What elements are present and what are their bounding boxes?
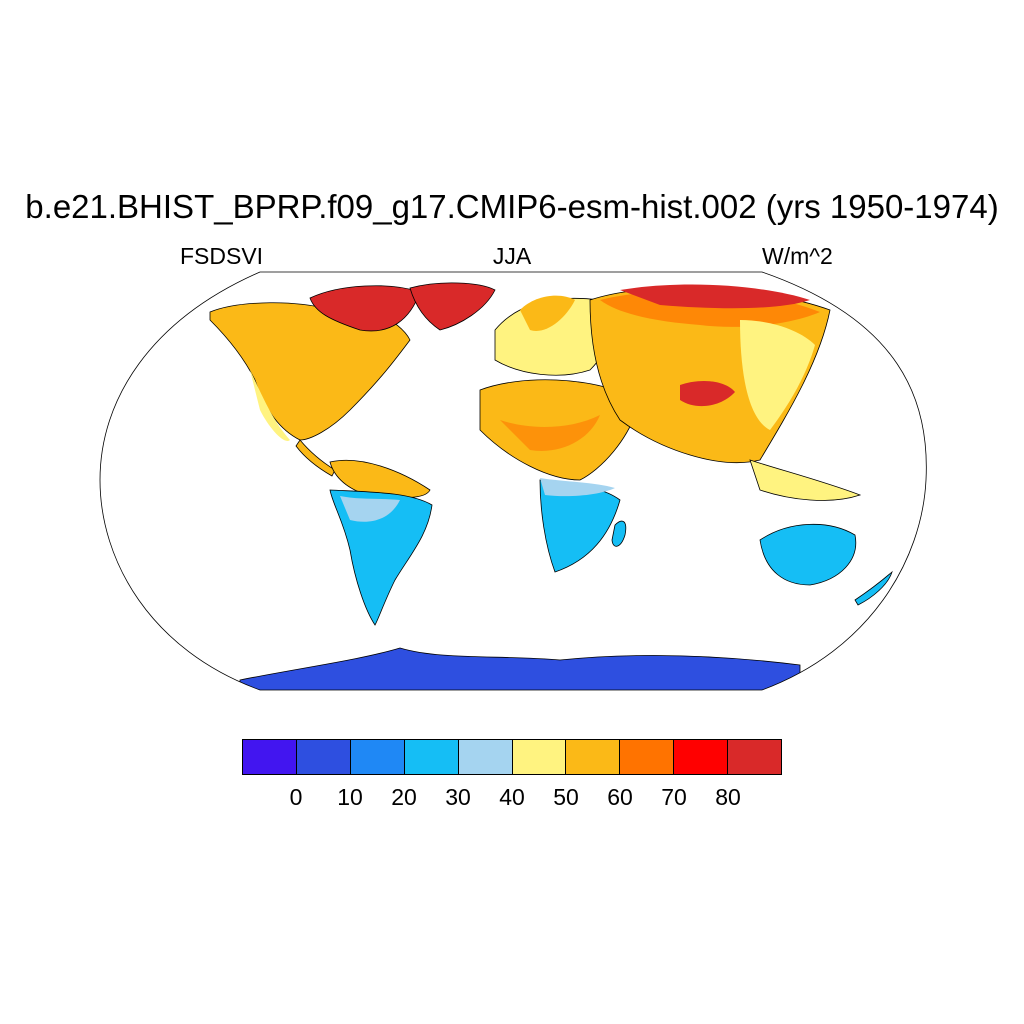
central-america-region [295, 439, 336, 477]
colorbar-tick-label: 80 [715, 784, 741, 810]
north-america-arctic [309, 285, 421, 332]
colorbar-box [243, 740, 297, 774]
colorbar-tick-label: 0 [289, 784, 303, 810]
colorbar-tick-label: 50 [553, 784, 579, 810]
new-zealand-region [854, 570, 893, 606]
colorbar-box [458, 740, 513, 774]
colorbar-tick-label: 20 [391, 784, 417, 810]
antarctica-region [239, 647, 801, 690]
colorbar-box [728, 740, 782, 774]
australia-region [759, 523, 857, 586]
greenland-region [409, 282, 496, 331]
colorbar-tick-label: 40 [499, 784, 525, 810]
colorbar [242, 739, 782, 775]
tibet-region [680, 380, 735, 407]
units-label: W/m^2 [762, 243, 833, 269]
colorbar-box [512, 740, 567, 774]
colorbar-tick-label: 10 [337, 784, 363, 810]
season-label: JJA [492, 243, 532, 269]
scandinavia-region [520, 295, 575, 331]
south-america-interior [340, 496, 400, 522]
map-boundary [99, 271, 927, 691]
variable-label: FSDSVI [180, 243, 264, 269]
asia-east [740, 320, 815, 430]
colorbar-tick-label: 70 [661, 784, 687, 810]
colorbar-box [296, 740, 351, 774]
siberia-region [620, 284, 810, 309]
plot-title: b.e21.BHIST_BPRP.f09_g17.CMIP6-esm-hist.… [25, 188, 999, 225]
colorbar-labels: 0 10 20 30 40 50 60 70 80 [242, 784, 782, 814]
colorbar-tick-label: 60 [607, 784, 633, 810]
colorbar-box [350, 740, 405, 774]
south-america-region [329, 489, 433, 626]
africa-central [540, 478, 615, 497]
colorbar-box [404, 740, 459, 774]
colorbar-box [620, 740, 675, 774]
colorbar-tick-label: 30 [445, 784, 471, 810]
south-america-north [329, 459, 431, 499]
colorbar-box [566, 740, 621, 774]
madagascar-region [611, 520, 627, 547]
africa-sahel [500, 415, 600, 451]
colorbar-box [674, 740, 729, 774]
southeast-asia-region [749, 459, 862, 501]
